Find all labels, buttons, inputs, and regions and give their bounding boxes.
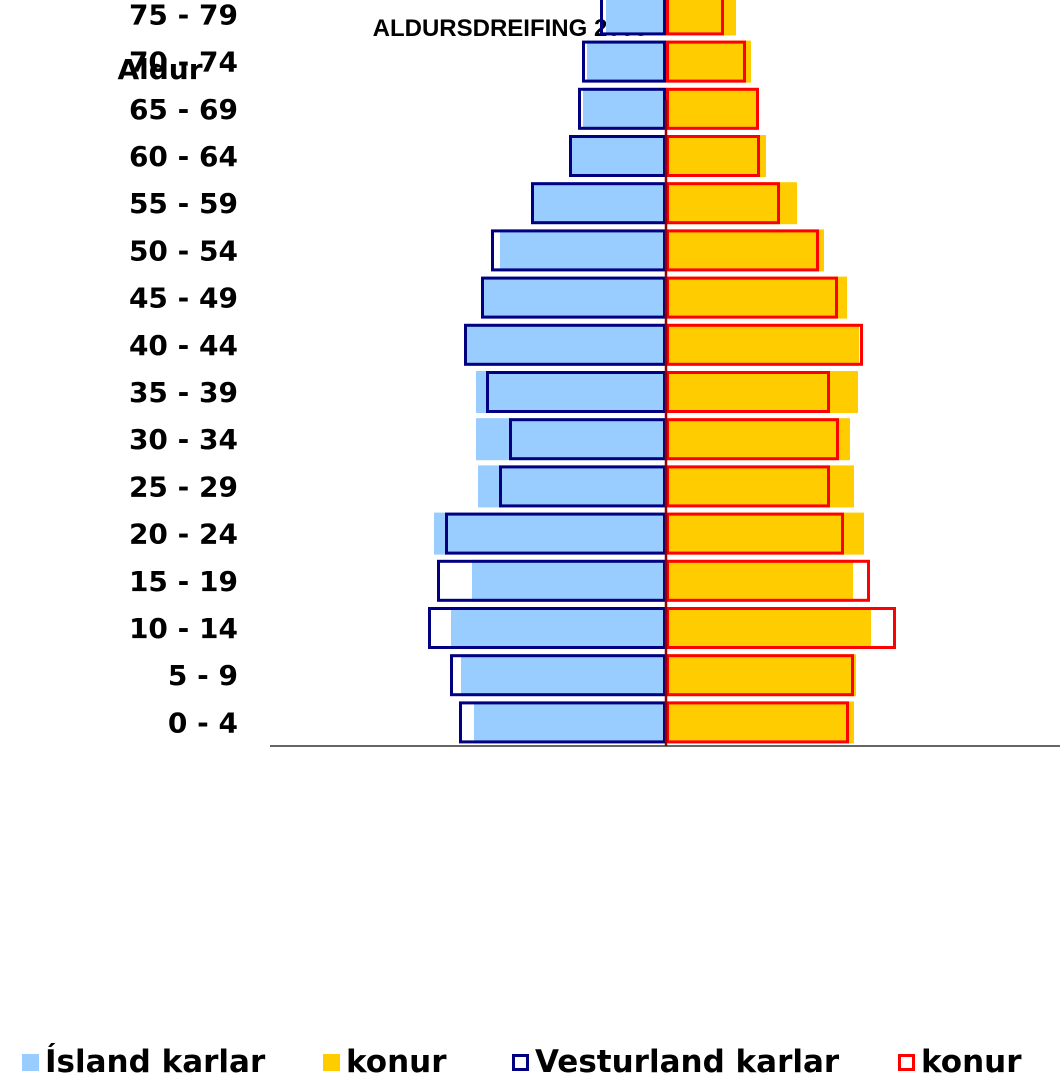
bar--sland-karlar-0-6 xyxy=(476,418,666,461)
category-label: 40 - 44 xyxy=(129,329,238,362)
bar-konur-3-5 xyxy=(666,465,830,508)
bar--sland-karlar-0-8 xyxy=(466,323,666,366)
legend-item-island-konur: konur xyxy=(323,1040,447,1084)
y-axis-title: Aldur xyxy=(117,53,202,86)
bar--sland-karlar-0-3 xyxy=(472,559,666,602)
bar-konur-1-8 xyxy=(666,323,859,366)
bar-konur-1-3 xyxy=(666,559,853,602)
legend-item-vesturland-karlar: Vesturland karlar xyxy=(512,1040,839,1084)
bar--sland-karlar-0-15 xyxy=(606,0,666,36)
legend-label: Vesturland karlar xyxy=(535,1044,840,1080)
bar-vesturland-karlar-2-6 xyxy=(509,418,666,461)
category-label: 55 - 59 xyxy=(129,187,238,220)
bar--sland-karlar-0-10 xyxy=(500,229,666,272)
bar-vesturland-karlar-2-3 xyxy=(437,559,666,602)
bar-vesturland-karlar-2-9 xyxy=(481,276,666,319)
bar-konur-1-5 xyxy=(666,465,854,508)
bar-vesturland-karlar-2-7 xyxy=(486,371,666,413)
bar--sland-karlar-0-12 xyxy=(569,135,666,177)
category-label: 30 - 34 xyxy=(129,423,238,456)
bar-vesturland-karlar-2-15 xyxy=(600,0,666,36)
bar--sland-karlar-0-2 xyxy=(451,607,666,649)
bar-vesturland-karlar-2-1 xyxy=(450,654,666,697)
bar-konur-3-11 xyxy=(666,182,780,225)
legend-item-island-karlar: Ísland karlar xyxy=(22,1040,265,1084)
bar--sland-karlar-0-4 xyxy=(434,512,666,555)
bar--sland-karlar-0-13 xyxy=(583,87,666,130)
bar-konur-1-14 xyxy=(666,40,751,83)
category-label: 75 - 79 xyxy=(129,0,238,31)
bar-konur-3-12 xyxy=(666,135,760,177)
bar-konur-3-0 xyxy=(666,701,849,744)
bar-vesturland-karlar-2-5 xyxy=(499,465,666,508)
category-label: 65 - 69 xyxy=(129,93,238,126)
bar-konur-1-1 xyxy=(666,654,856,697)
bar-konur-1-0 xyxy=(666,701,854,744)
bar-konur-1-10 xyxy=(666,229,824,272)
bar-vesturland-karlar-2-11 xyxy=(531,182,666,225)
bar--sland-karlar-0-7 xyxy=(476,371,666,413)
bar-vesturland-karlar-2-14 xyxy=(582,40,666,83)
bar--sland-karlar-0-9 xyxy=(484,276,666,319)
legend-label: konur xyxy=(921,1044,1022,1080)
bar-konur-1-2 xyxy=(666,607,871,649)
bar-vesturland-karlar-2-13 xyxy=(578,87,666,130)
legend-swatch-island-konur xyxy=(323,1053,340,1071)
category-label: 10 - 14 xyxy=(129,612,238,645)
bar--sland-karlar-0-1 xyxy=(461,654,666,697)
category-label: 0 - 4 xyxy=(168,706,238,739)
bar-vesturland-karlar-2-4 xyxy=(445,512,666,555)
bar-konur-3-10 xyxy=(666,229,819,272)
bar-vesturland-karlar-2-2 xyxy=(428,607,666,649)
bar-konur-1-13 xyxy=(666,87,757,130)
bar-konur-3-13 xyxy=(666,87,759,130)
bar-konur-3-3 xyxy=(666,559,870,602)
bar-konur-1-11 xyxy=(666,182,797,225)
bar-konur-3-4 xyxy=(666,512,844,555)
bar-konur-3-14 xyxy=(666,40,746,83)
bar-vesturland-karlar-2-12 xyxy=(569,135,666,177)
bar-konur-3-2 xyxy=(666,607,896,649)
bar--sland-karlar-0-0 xyxy=(474,701,666,744)
legend-label: Ísland karlar xyxy=(45,1044,266,1080)
bar-konur-3-9 xyxy=(666,276,838,319)
bar-konur-1-7 xyxy=(666,371,858,413)
category-label: 20 - 24 xyxy=(129,518,238,551)
category-labels: 0 - 4 5 - 9 10 - 14 15 - 19 20 - 24 25 - 29 30… xyxy=(129,0,238,739)
legend: Ísland karlar konur Vesturland karlar ko… xyxy=(0,1040,1060,1084)
legend-label: konur xyxy=(346,1044,447,1080)
bar-konur-3-8 xyxy=(666,323,863,366)
category-label: 5 - 9 xyxy=(168,659,238,692)
bar-konur-1-6 xyxy=(666,418,850,461)
category-label: 15 - 19 xyxy=(129,565,238,598)
pyramid-chart: ALDURSDREIFING 2003 Aldur 0 - 45 - 910 -… xyxy=(117,0,1060,747)
category-label: 35 - 39 xyxy=(129,376,238,409)
bar-konur-3-15 xyxy=(666,0,724,36)
category-label: 25 - 29 xyxy=(129,470,238,503)
legend-swatch-island-karlar xyxy=(22,1053,39,1071)
category-label: 70 - 74 xyxy=(129,46,238,79)
bar-konur-1-4 xyxy=(666,512,864,555)
bar--sland-karlar-0-14 xyxy=(587,40,666,83)
category-label: 50 - 54 xyxy=(129,234,238,267)
legend-swatch-vesturland-konur xyxy=(898,1053,915,1071)
bar--sland-karlar-0-5 xyxy=(478,465,666,508)
bar-konur-1-15 xyxy=(666,0,736,36)
bars xyxy=(428,0,896,744)
legend-swatch-vesturland-karlar xyxy=(512,1053,529,1071)
bar-konur-1-12 xyxy=(666,135,766,177)
category-label: 45 - 49 xyxy=(129,282,238,315)
bar-konur-3-7 xyxy=(666,371,830,413)
legend-item-vesturland-konur: konur xyxy=(898,1040,1022,1084)
bar--sland-karlar-0-11 xyxy=(531,182,666,225)
bar-vesturland-karlar-2-10 xyxy=(491,229,666,272)
category-label: 60 - 64 xyxy=(129,140,238,173)
bar-konur-3-6 xyxy=(666,418,839,461)
bar-vesturland-karlar-2-0 xyxy=(459,701,666,744)
bar-konur-1-9 xyxy=(666,276,847,319)
bar-vesturland-karlar-2-8 xyxy=(464,323,666,366)
bar-konur-3-1 xyxy=(666,654,854,697)
